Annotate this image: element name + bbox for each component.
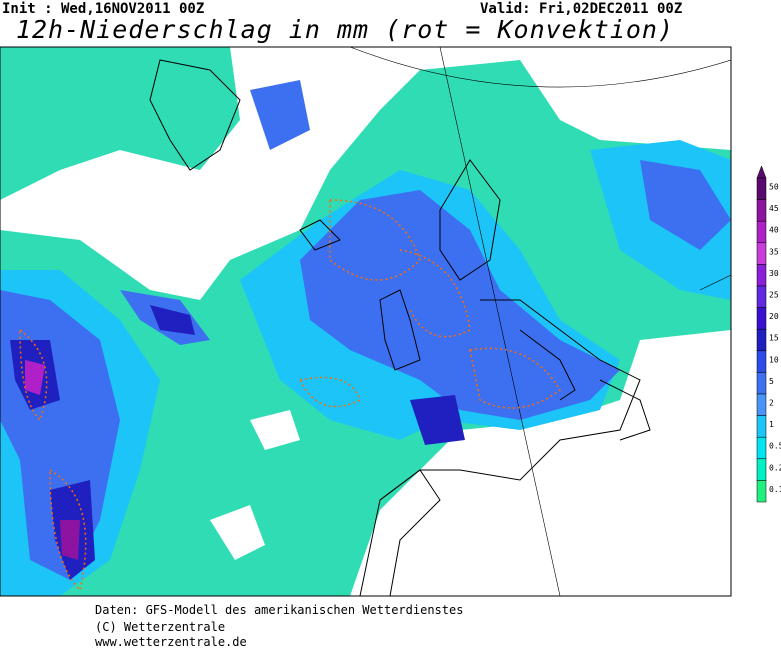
footer-url: www.wetterzentrale.de (95, 635, 247, 648)
colorbar: 50 45 40 35 30 25 20 15 10 5 2 1 0.5 0.2 0.1 (756, 165, 781, 503)
colorbar-segment (756, 458, 767, 481)
colorbar-label: 2 (769, 399, 774, 408)
colorbar-label: 50 (769, 183, 779, 192)
colorbar-label: 20 (769, 312, 779, 321)
colorbar-segment (756, 264, 767, 287)
map (0, 46, 732, 597)
colorbar-label: 15 (769, 334, 779, 343)
colorbar-segment (756, 307, 767, 330)
colorbar-segment (756, 285, 767, 308)
valid-time: Valid: Fri,02DEC2011 00Z (480, 1, 682, 17)
colorbar-segment (756, 199, 767, 222)
colorbar-label: 0.5 (769, 442, 781, 451)
colorbar-segment (756, 242, 767, 265)
colorbar-label: 1 (769, 420, 774, 429)
colorbar-segment (756, 372, 767, 395)
colorbar-segment (756, 480, 767, 503)
colorbar-label: 10 (769, 355, 779, 364)
colorbar-label: 0.2 (769, 463, 781, 472)
colorbar-segment (756, 220, 767, 244)
footer-source: Daten: GFS-Modell des amerikanischen Wet… (95, 603, 463, 617)
init-time: Init : Wed,16NOV2011 00Z (2, 1, 204, 17)
colorbar-label: 25 (769, 291, 779, 300)
colorbar-label: 35 (769, 247, 779, 256)
colorbar-cap (756, 165, 767, 179)
colorbar-label: 0.1 (769, 485, 781, 494)
colorbar-label: 5 (769, 377, 774, 386)
colorbar-label: 40 (769, 226, 779, 235)
colorbar-segment (756, 393, 767, 416)
colorbar-segment (756, 177, 767, 200)
footer-copyright: (C) Wetterzentrale (95, 620, 225, 634)
colorbar-segment (756, 436, 767, 460)
colorbar-segment (756, 415, 767, 438)
colorbar-segment (756, 350, 767, 373)
colorbar-segment (756, 328, 767, 352)
map-title: 12h-Niederschlag in mm (rot = Konvektion… (16, 15, 674, 44)
colorbar-label: 45 (769, 204, 779, 213)
map-frame (0, 46, 732, 597)
colorbar-label: 30 (769, 269, 779, 278)
